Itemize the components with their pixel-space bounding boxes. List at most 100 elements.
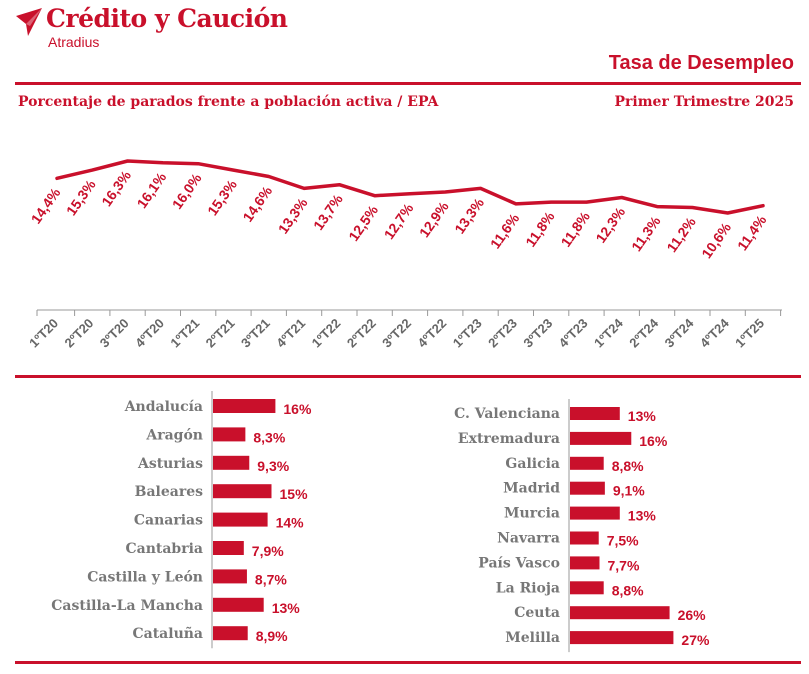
data-label: 7,5% [607,533,639,549]
x-tick-label: 4ºT20 [132,316,167,351]
data-label: 11,8% [522,208,558,250]
data-label: 8,9% [256,628,288,644]
category-label: Asturias [137,456,203,472]
x-tick-label: 3ºT24 [662,315,697,350]
data-label: 26% [678,607,707,623]
bar-chart-left: Andalucía 16% Aragón 8,3% Asturias 9,3% Balear… [51,391,312,649]
data-label: 13,3% [275,194,311,236]
category-label: Galicia [505,456,560,472]
x-tick-label: 2ºT22 [344,316,379,351]
x-tick-label: 4ºT22 [414,316,449,351]
x-tick-label: 2ºT24 [626,315,661,350]
x-tick-label: 1ºT20 [26,316,61,351]
data-label: 13,7% [310,191,346,233]
data-label: 15,3% [63,176,99,218]
data-label: 16,1% [133,169,169,211]
data-label: 8,3% [253,429,285,445]
category-label: Baleares [135,484,203,500]
x-tick-label: 4ºT21 [273,316,308,351]
category-label: Canarias [134,513,203,529]
bar [213,626,248,641]
x-tick-label: 3ºT23 [520,316,555,351]
bar [570,606,670,620]
data-label: 16,3% [98,167,134,209]
category-label: Melilla [505,630,560,646]
category-label: Cataluña [133,625,204,642]
top-divider [15,82,801,85]
x-tick-label: 1ºT24 [591,315,626,350]
brand-name: Crédito y Caución [46,4,288,33]
bottom-divider [15,661,801,664]
middle-divider [15,375,801,378]
x-tick-label: 2ºT23 [485,316,520,351]
paper-plane-icon [16,8,42,36]
x-tick-label: 1ºT22 [309,316,344,351]
x-tick-label: 4ºT24 [697,315,732,350]
data-label: 14% [276,515,305,531]
data-label: 15% [280,486,309,502]
data-label: 13% [628,508,657,524]
bar [570,481,605,495]
category-label: Castilla y León [87,569,203,585]
bar [570,581,604,595]
chart-subtitle: Porcentaje de parados frente a población… [18,94,439,110]
data-label: 13% [628,408,657,424]
bar [570,431,632,445]
data-label: 11,8% [558,208,594,250]
x-tick-label: 1ºT23 [450,316,485,351]
data-label: 12,5% [345,202,381,244]
x-tick-label: 2ºT21 [203,316,238,351]
data-label: 13% [272,600,301,616]
category-label: País Vasco [478,555,560,571]
category-label: Murcia [504,506,560,522]
category-label: Cantabria [126,541,204,557]
period-label: Primer Trimestre 2025 [614,94,794,110]
category-label: Madrid [503,481,560,497]
bar [213,512,268,527]
bar [213,569,247,584]
category-label: La Rioja [496,580,560,596]
data-label: 14,6% [239,183,275,225]
data-label: 11,3% [628,213,664,255]
x-tick-label: 2ºT20 [61,316,96,351]
category-label: C. Valenciana [454,406,560,422]
category-label: Aragón [145,427,203,443]
data-label: 27% [681,632,710,648]
data-label: 12,9% [416,198,452,240]
x-tick-label: 3ºT22 [379,316,414,351]
data-label: 15,3% [204,176,240,218]
bar [213,399,276,413]
bar [570,531,599,545]
x-tick-label: 1ºT25 [732,316,767,351]
data-label: 16% [283,401,312,417]
bar [213,427,246,442]
bar [213,541,244,555]
data-label: 12,3% [592,204,628,246]
bar [570,506,620,520]
data-label: 10,6% [698,219,734,261]
category-label: Navarra [497,531,560,547]
bar [213,597,264,612]
category-label: Andalucía [124,399,203,415]
data-label: 9,1% [613,483,645,499]
bar-chart-right: C. Valenciana 13% Extremadura 16% Galicia 8,8… [454,399,710,653]
x-tick-label: 3ºT20 [97,316,132,351]
data-label: 8,8% [612,582,644,598]
x-tick-label: 4ºT23 [556,316,591,351]
series-line [55,159,765,215]
data-label: 11,6% [487,210,523,252]
data-label: 8,8% [612,458,644,474]
bar [570,407,620,420]
data-label: 11,4% [734,212,770,254]
data-label: 11,2% [663,214,699,256]
bar [570,456,604,470]
x-tick-label: 3ºT21 [238,316,273,351]
line-chart: 1ºT20 2ºT20 3ºT20 4ºT20 1ºT21 2ºT21 3ºT21 4ºT21… [26,159,782,351]
bar [570,631,674,645]
data-label: 13,3% [451,194,487,236]
data-label: 9,3% [257,458,289,474]
data-label: 7,7% [607,557,639,573]
category-label: Ceuta [514,605,560,621]
data-label: 8,7% [255,571,287,587]
data-label: 7,9% [252,543,284,559]
